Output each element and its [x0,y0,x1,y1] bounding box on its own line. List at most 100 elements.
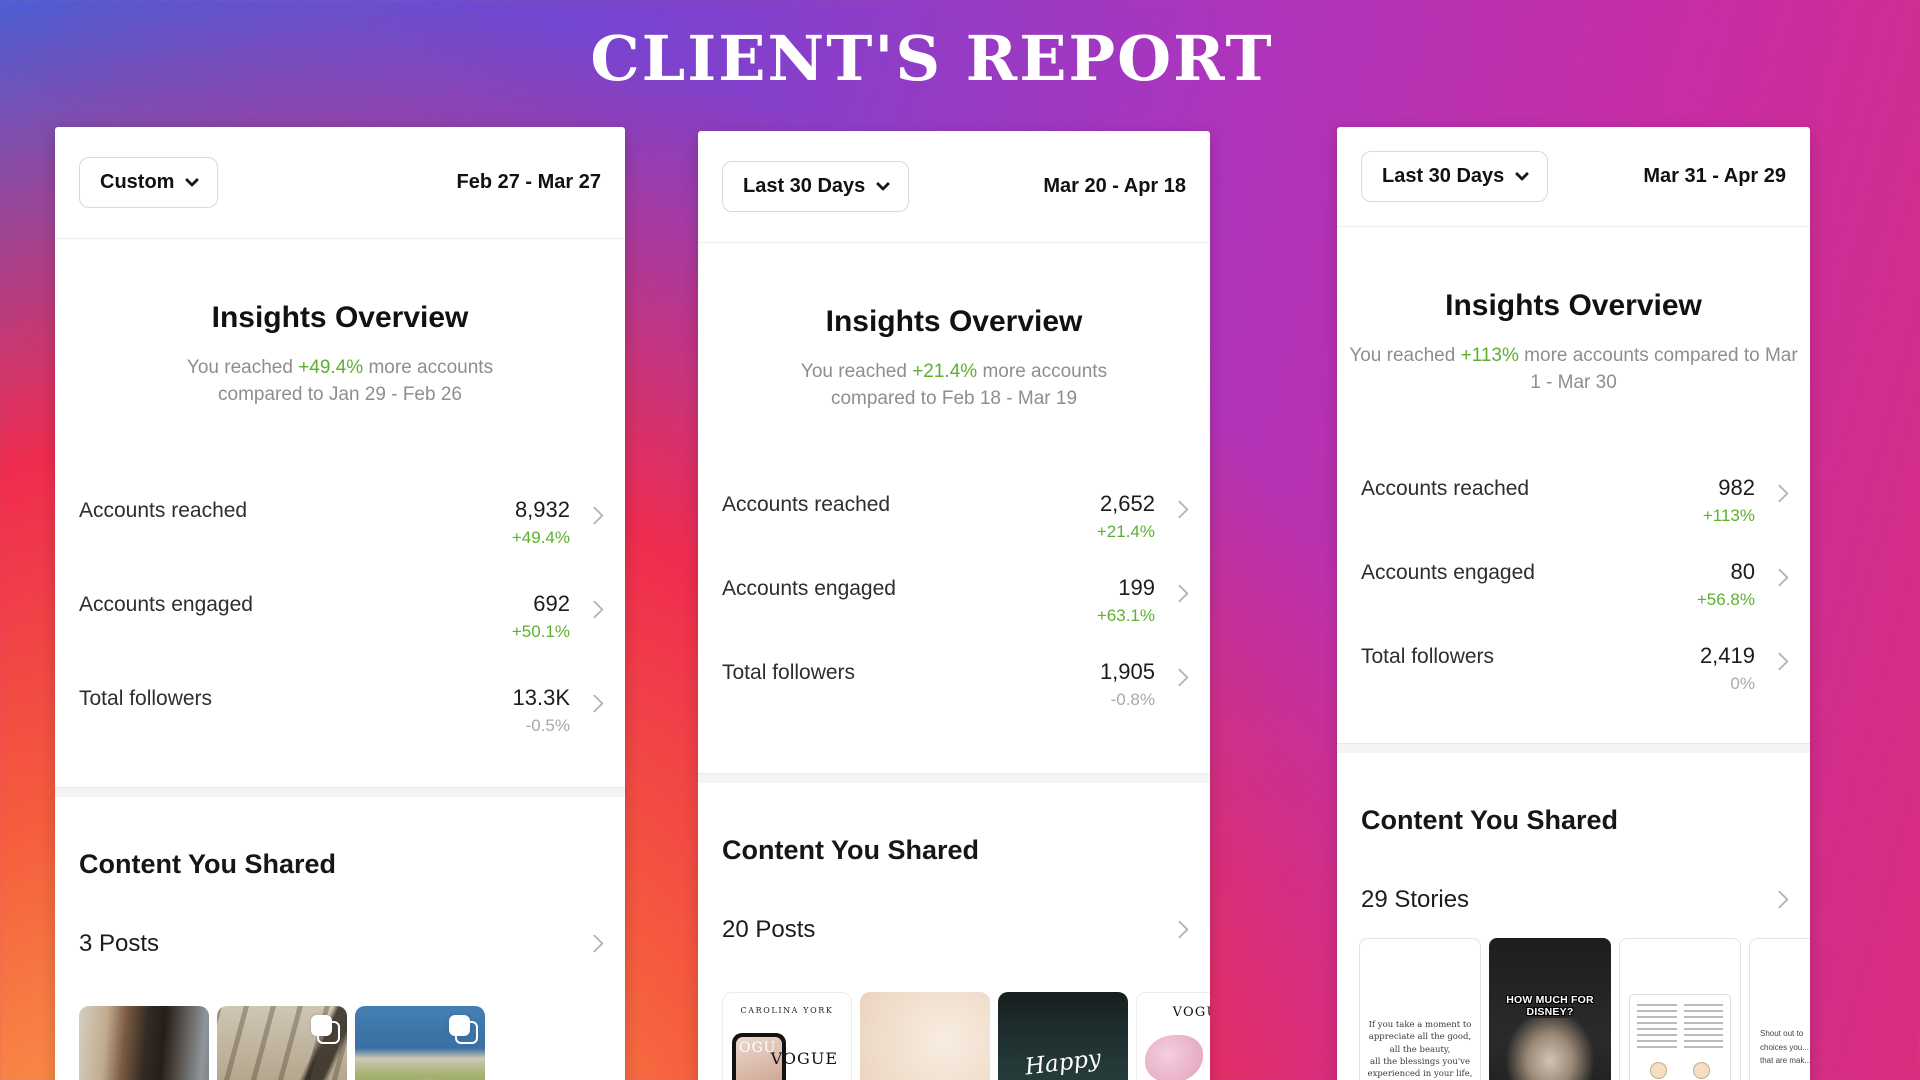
story-thumbnail-quote[interactable]: If you take a moment to appreciate all t… [1359,937,1481,1080]
metric-value: 2,419 [1699,642,1755,668]
metric-label: Accounts engaged [79,592,253,616]
metric-value: 982 [1718,474,1755,500]
panel-header: Last 30 Days Mar 31 - Apr 29 [1337,127,1810,227]
metric-row-accounts-engaged[interactable]: Accounts engaged 199 +63.1% [698,575,1210,645]
flowers-graphic [1145,1034,1203,1080]
reach-summary-text: more accounts compared to Feb 18 - Mar 1… [830,361,1108,409]
metric-label: Total followers [1361,644,1495,668]
section-divider [698,772,1210,783]
metric-row-total-followers[interactable]: Total followers 13.3K -0.5% [55,685,625,757]
metric-delta: +113% [1702,505,1755,525]
date-range-label: Mar 20 - Apr 18 [1043,175,1186,197]
metric-row-accounts-engaged[interactable]: Accounts engaged 692 +50.1% [55,591,625,663]
reach-delta-highlight: +49.4% [298,357,364,378]
metric-delta: -0.8% [1110,689,1155,709]
metric-delta: +50.1% [511,621,570,641]
chevron-right-icon [1770,652,1789,671]
reach-summary-text: You reached [800,361,913,382]
metrics-list: Accounts reached 2,652 +21.4% Accounts e… [698,491,1210,729]
metric-row-accounts-reached[interactable]: Accounts reached 2,652 +21.4% [698,491,1210,561]
reach-summary-text: more accounts compared to Mar 1 - Mar 30 [1518,345,1798,393]
overview-section: Insights Overview You reached +49.4% mor… [55,301,625,757]
content-thumbnails: CAROLINA YORK OGU VOGUE WE ARE FEATURED … [698,991,1210,1080]
content-thumbnails: If you take a moment to appreciate all t… [1337,937,1810,1080]
panel-header: Custom Feb 27 - Mar 27 [55,127,625,239]
metric-row-accounts-engaged[interactable]: Accounts engaged 80 +56.8% [1337,559,1810,629]
date-range-selector[interactable]: Last 30 Days [1361,151,1549,202]
section-divider [55,786,625,797]
overview-section: Insights Overview You reached +21.4% mor… [698,305,1210,729]
meme-face-graphic [1505,1017,1595,1080]
content-count-row[interactable]: 3 Posts [79,929,604,958]
content-count-label: 20 Posts [722,915,816,943]
post-thumbnail-beach-child[interactable] [355,1005,485,1080]
range-selector-label: Last 30 Days [743,175,866,197]
chevron-down-icon [185,172,200,188]
chevron-down-icon [1515,166,1530,182]
avatar [1650,1061,1667,1079]
post-thumbnail-outdoor[interactable] [217,1005,347,1080]
post-thumbnail-happy-easter[interactable]: Happy Easter [998,991,1128,1080]
chevron-down-icon [876,176,891,192]
post-thumbnail-vogue-press[interactable]: VOGUE [1136,991,1210,1080]
metric-delta: +21.4% [1096,521,1155,541]
chevron-right-icon [1170,668,1189,687]
reach-delta-highlight: +21.4% [912,361,978,382]
range-selector-label: Last 30 Days [1382,165,1505,187]
phone-mockup: OGU [732,1032,786,1080]
metric-row-total-followers[interactable]: Total followers 1,905 -0.8% [698,659,1210,729]
metric-delta: 0% [1730,673,1755,693]
story-thumbnail-chat-screenshot[interactable] [1619,937,1741,1080]
magazine-cover-text: OGU [739,1039,777,1056]
page-title: CLIENT'S REPORT [590,22,1274,95]
story-thumbnail-meme[interactable]: HOW MUCH FOR DISNEY? [1489,937,1611,1080]
chat-avatars [1637,1061,1723,1079]
chevron-right-icon [585,506,604,525]
script-text-line: Happy [1023,1045,1103,1080]
post-thumbnail-cream-photo[interactable] [860,991,990,1080]
story-thumbnail-shoutout[interactable]: Shout out to choices you... that are mak… [1749,937,1810,1080]
content-count-row[interactable]: 20 Posts [722,915,1189,944]
post-thumbnail-vogue-feature[interactable]: CAROLINA YORK OGU VOGUE WE ARE FEATURED [722,991,852,1080]
metric-delta: +63.1% [1096,605,1155,625]
overview-title: Insights Overview [825,305,1083,338]
date-range-selector[interactable]: Custom [79,157,219,208]
carousel-icon [311,1014,340,1044]
quote-text: If you take a moment to appreciate all t… [1367,1019,1473,1080]
content-count-row[interactable]: 29 Stories [1361,886,1789,914]
metric-value: 13.3K [512,684,571,710]
metrics-list: Accounts reached 8,932 +49.4% Accounts e… [55,497,625,757]
metric-delta: +49.4% [511,527,570,547]
chevron-right-icon [585,934,604,954]
metric-value: 8,932 [514,496,570,522]
chevron-right-icon [1770,568,1789,587]
metric-label: Accounts reached [722,492,891,516]
metric-row-accounts-reached[interactable]: Accounts reached 8,932 +49.4% [55,497,625,569]
metric-value: 199 [1118,574,1155,600]
metric-label: Accounts engaged [1361,560,1535,584]
date-range-selector[interactable]: Last 30 Days [722,161,910,212]
reach-summary: You reached +21.4% more accounts compare… [769,359,1139,413]
avatar [1693,1061,1710,1079]
shoutout-text: Shout out to choices you... that are mak… [1760,1028,1810,1066]
date-range-label: Mar 31 - Apr 29 [1643,165,1786,187]
content-thumbnails [55,1005,625,1080]
post-thumbnail-car-selfie[interactable] [79,1005,209,1080]
panel-header: Last 30 Days Mar 20 - Apr 18 [698,131,1210,243]
metric-label: Total followers [79,686,213,710]
metric-delta: +56.8% [1696,589,1755,609]
content-section-title: Content You Shared [79,848,337,879]
metric-row-accounts-reached[interactable]: Accounts reached 982 +113% [1337,475,1810,545]
chat-card [1629,993,1731,1080]
metric-value: 1,905 [1099,658,1155,684]
metric-row-total-followers[interactable]: Total followers 2,419 0% [1337,643,1810,713]
reach-summary: You reached +113% more accounts compared… [1349,343,1799,397]
metric-delta: -0.5% [525,715,570,735]
chat-text-block [1637,1003,1677,1048]
content-count-label: 3 Posts [79,929,160,957]
metric-label: Accounts reached [79,498,248,522]
metric-label: Accounts engaged [722,576,896,600]
overview-title: Insights Overview [211,301,469,334]
metrics-list: Accounts reached 982 +113% Accounts enga… [1337,475,1810,713]
